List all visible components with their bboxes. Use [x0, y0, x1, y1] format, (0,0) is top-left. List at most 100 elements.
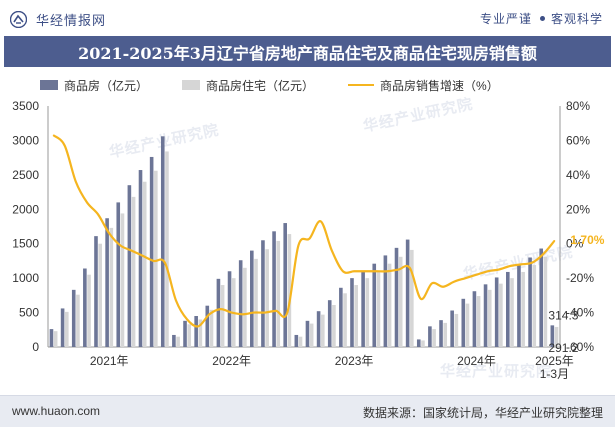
growth-point: [152, 260, 155, 262]
bar-commercial: [450, 310, 454, 347]
bar-residential: [554, 326, 559, 347]
y-left-tick-label: 1500: [12, 237, 39, 251]
bar-commercial: [361, 271, 365, 347]
bar-residential: [521, 271, 525, 347]
legend-swatch-commercial: [40, 80, 58, 90]
bar-commercial: [71, 289, 76, 347]
growth-point: [486, 270, 489, 273]
bar-residential: [432, 329, 436, 347]
slogan-right: 客观科学: [550, 12, 603, 26]
bar-commercial: [138, 170, 143, 347]
bar-commercial: [550, 325, 555, 347]
bar-commercial: [83, 268, 87, 347]
legend-item-growth[interactable]: 商品房销售增速（%）: [348, 77, 499, 94]
bar-commercial: [316, 311, 321, 347]
legend-swatch-residential: [182, 80, 201, 90]
growth-point: [497, 268, 500, 271]
growth-point: [141, 254, 144, 257]
growth-point: [286, 311, 289, 314]
growth-point: [319, 220, 322, 223]
bar-commercial: [250, 250, 254, 347]
data-label-growth: 1.70%: [570, 233, 604, 247]
growth-point: [375, 270, 378, 273]
bar-residential: [165, 151, 169, 347]
growth-point: [431, 282, 433, 285]
bar-residential: [276, 240, 281, 347]
bar-commercial: [272, 231, 276, 347]
bar-residential: [421, 340, 425, 347]
bar-commercial: [339, 287, 343, 347]
growth-point: [186, 318, 188, 321]
growth-point: [230, 311, 233, 314]
brand[interactable]: 华经情报网: [10, 9, 106, 29]
bar-residential: [454, 313, 459, 347]
sales-chart: 0 500 1000 1500 2000 2500 3000 3500 -60% -40% -20%…: [12, 99, 604, 381]
bar-commercial: [428, 326, 432, 347]
bar-residential: [410, 249, 414, 347]
y-right-tick-label: 40%: [566, 168, 590, 182]
bar-residential: [265, 249, 269, 347]
growth-point: [264, 311, 266, 314]
bar-commercial: [105, 218, 109, 347]
chart-labels: 314.3 291.2 1.70%: [548, 233, 604, 355]
bar-residential: [354, 285, 358, 347]
legend-item-commercial[interactable]: 商品房（亿元）: [40, 77, 148, 94]
bar-residential: [376, 271, 381, 347]
growth-point: [175, 299, 177, 302]
y-right-tick-label: 20%: [566, 202, 590, 216]
growth-point: [509, 265, 511, 267]
bar-commercial: [116, 202, 121, 347]
growth-point: [342, 270, 344, 273]
bar-residential: [321, 314, 325, 347]
chart-legend: 商品房（亿元） 商品房住宅（亿元） 商品房销售增速（%）: [40, 77, 499, 93]
bar-residential: [543, 256, 548, 347]
growth-point: [75, 180, 77, 183]
growth-point: [308, 237, 311, 240]
bar-commercial: [528, 257, 532, 347]
brand-name: 华经情报网: [36, 12, 107, 28]
bar-commercial: [216, 278, 221, 347]
bar-residential: [398, 256, 403, 347]
bar-commercial: [283, 223, 287, 347]
growth-line: [52, 134, 556, 328]
bar-commercial: [439, 320, 443, 347]
y-right-tick-label: -60%: [566, 340, 594, 354]
chart-axes: 0 500 1000 1500 2000 2500 3000 3500 -60% -40% -20%…: [12, 99, 594, 381]
bar-residential: [499, 283, 503, 347]
chart-bars: [49, 136, 559, 347]
growth-point: [531, 261, 533, 264]
growth-point: [297, 244, 300, 247]
bar-residential: [243, 267, 247, 347]
y-right-tick-label: -20%: [566, 271, 594, 285]
bar-residential: [220, 285, 225, 347]
bar-residential: [532, 265, 537, 347]
bar-residential: [198, 319, 203, 347]
slogan-left: 专业严谨: [479, 12, 532, 26]
growth-point: [164, 261, 166, 264]
bar-residential: [65, 311, 69, 347]
bar-residential: [209, 309, 214, 347]
growth-point: [553, 239, 556, 242]
legend-item-residential[interactable]: 商品房住宅（亿元）: [182, 77, 314, 94]
footer-source: 数据来源：国家统计局，华经产业研究院整理: [362, 406, 603, 420]
growth-point: [331, 249, 333, 252]
growth-point: [453, 280, 456, 283]
growth-point: [542, 253, 545, 255]
bar-commercial: [394, 247, 399, 347]
y-left-tick-label: 1000: [12, 271, 39, 285]
footer-url[interactable]: www.huaon.com: [12, 404, 101, 418]
bar-residential: [142, 181, 147, 347]
growth-point: [253, 311, 255, 314]
bar-commercial: [183, 320, 187, 347]
bar-commercial: [305, 320, 310, 347]
bar-residential: [187, 324, 192, 347]
x-tick-label: 2022年: [212, 354, 251, 368]
growth-point: [353, 270, 355, 273]
y-right-tick-label: -40%: [566, 306, 594, 320]
bar-commercial: [172, 334, 176, 347]
bar-residential: [365, 278, 370, 347]
bar-commercial: [405, 239, 410, 347]
bar-residential: [98, 243, 102, 347]
growth-point: [475, 273, 478, 276]
legend-label-residential: 商品房住宅（亿元）: [206, 78, 315, 93]
